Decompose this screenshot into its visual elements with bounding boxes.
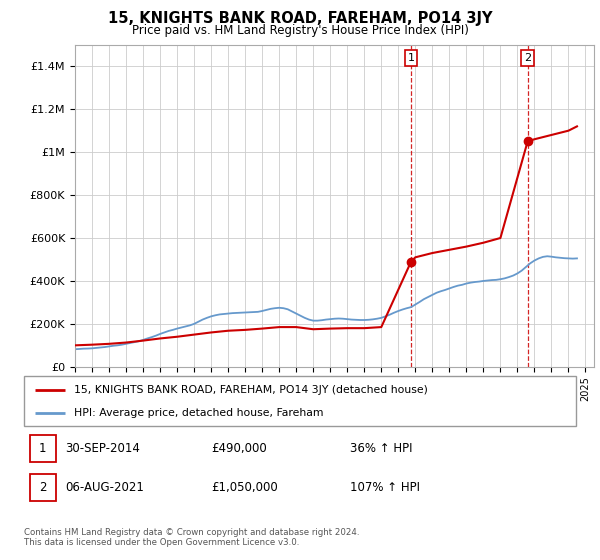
Text: 2: 2 — [39, 481, 47, 494]
Text: 30-SEP-2014: 30-SEP-2014 — [65, 442, 140, 455]
Text: 06-AUG-2021: 06-AUG-2021 — [65, 481, 144, 494]
Text: This data is licensed under the Open Government Licence v3.0.: This data is licensed under the Open Gov… — [24, 538, 299, 547]
Text: 107% ↑ HPI: 107% ↑ HPI — [350, 481, 419, 494]
Bar — [29, 474, 56, 501]
Text: 36% ↑ HPI: 36% ↑ HPI — [350, 442, 412, 455]
Text: Price paid vs. HM Land Registry's House Price Index (HPI): Price paid vs. HM Land Registry's House … — [131, 24, 469, 37]
Text: 15, KNIGHTS BANK ROAD, FAREHAM, PO14 3JY (detached house): 15, KNIGHTS BANK ROAD, FAREHAM, PO14 3JY… — [74, 385, 428, 395]
Text: £1,050,000: £1,050,000 — [212, 481, 278, 494]
Text: HPI: Average price, detached house, Fareham: HPI: Average price, detached house, Fare… — [74, 408, 323, 418]
Bar — [29, 435, 56, 462]
Text: £490,000: £490,000 — [212, 442, 268, 455]
Text: 15, KNIGHTS BANK ROAD, FAREHAM, PO14 3JY: 15, KNIGHTS BANK ROAD, FAREHAM, PO14 3JY — [108, 11, 492, 26]
Text: Contains HM Land Registry data © Crown copyright and database right 2024.: Contains HM Land Registry data © Crown c… — [24, 528, 359, 536]
Text: 2: 2 — [524, 53, 531, 63]
Text: 1: 1 — [407, 53, 415, 63]
Text: 1: 1 — [39, 442, 47, 455]
